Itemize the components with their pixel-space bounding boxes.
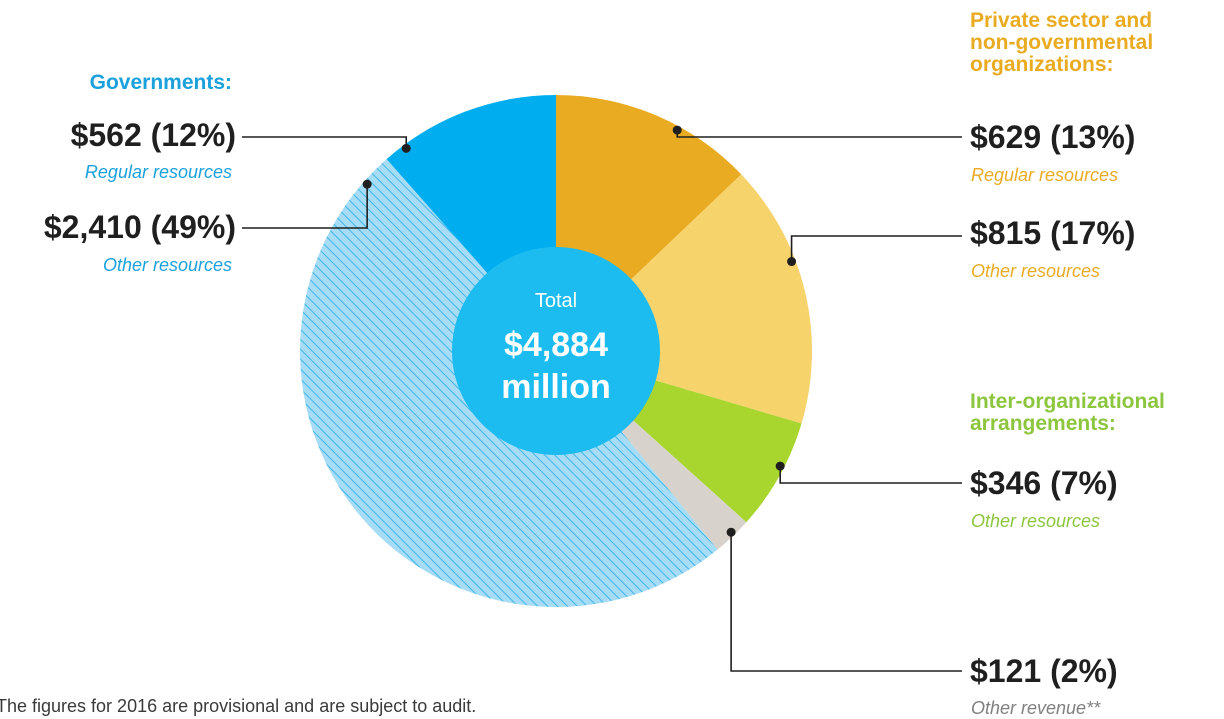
footnote: The figures for 2016 are provisional and… [0, 696, 477, 716]
private-other-amount: $815 (17%) [970, 215, 1136, 251]
private-title-line-2: non-governmental [970, 31, 1154, 54]
leader-dot-0 [672, 125, 682, 135]
private-regular-sublabel: Regular resources [971, 165, 1119, 185]
other-revenue-amount: $121 (2%) [970, 653, 1118, 689]
total-center-circle [452, 247, 660, 455]
leader-line-4 [242, 184, 368, 229]
total-amount: $4,884 [504, 326, 608, 364]
leader-dot-5 [401, 143, 411, 153]
total-unit: million [501, 368, 611, 406]
inter-other-sublabel: Other resources [971, 511, 1101, 531]
inter-title-line-2: arrangements: [970, 412, 1116, 435]
governments-other-amount: $2,410 (49%) [43, 209, 236, 245]
leader-line-0 [676, 130, 962, 138]
other-revenue-sublabel: Other revenue** [971, 698, 1101, 718]
leader-dot-3 [726, 527, 736, 537]
governments-regular-amount: $562 (12%) [70, 117, 236, 153]
leader-line-2 [779, 466, 962, 484]
leader-dot-1 [787, 257, 797, 267]
leader-line-3 [730, 532, 962, 672]
private-regular-amount: $629 (13%) [970, 119, 1136, 155]
leader-dot-4 [362, 179, 372, 189]
private-title-line-3: organizations: [970, 53, 1114, 76]
inter-other-amount: $346 (7%) [970, 465, 1118, 501]
leader-line-5 [242, 136, 408, 149]
leader-lines [242, 125, 962, 672]
total-label: Total [534, 290, 578, 312]
leader-line-1 [790, 235, 962, 262]
governments-regular-sublabel: Regular resources [84, 162, 232, 182]
private-title-line-1: Private sector and [970, 9, 1153, 32]
governments-title: Governments: [89, 71, 232, 94]
governments-other-sublabel: Other resources [102, 255, 232, 275]
leader-dot-2 [775, 461, 785, 471]
inter-title-line-1: Inter-organizational [970, 390, 1165, 413]
private-other-sublabel: Other resources [971, 261, 1101, 281]
